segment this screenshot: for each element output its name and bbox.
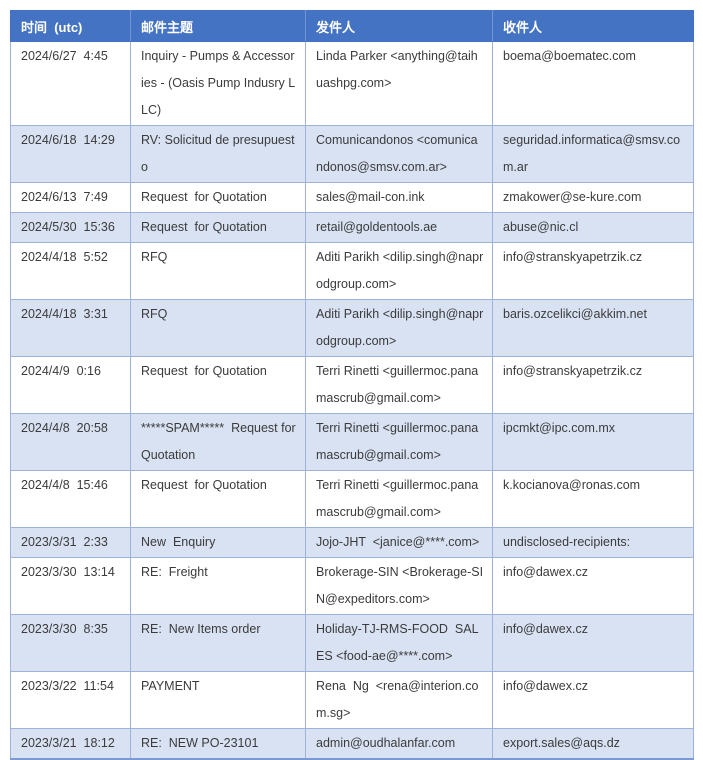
cell-time: 2024/6/18 14:29 [10, 125, 131, 183]
table-row: 2023/3/21 18:12 RE: NEW PO-23101 admin@o… [10, 728, 694, 760]
cell-subject: Request for Quotation [130, 470, 306, 528]
column-header-recipient: 收件人 [492, 10, 694, 42]
cell-subject: RE: Freight [130, 557, 306, 615]
cell-time: 2023/3/31 2:33 [10, 527, 131, 558]
cell-recipient: info@dawex.cz [492, 671, 694, 729]
cell-subject: RFQ [130, 242, 306, 300]
cell-time: 2023/3/22 11:54 [10, 671, 131, 729]
cell-time: 2024/5/30 15:36 [10, 212, 131, 243]
cell-recipient: info@dawex.cz [492, 557, 694, 615]
table-row: 2024/6/27 4:45 Inquiry - Pumps & Accesso… [10, 41, 694, 126]
cell-time: 2024/6/13 7:49 [10, 182, 131, 213]
cell-sender: Terri Rinetti <guillermoc.panamascrub@gm… [305, 470, 493, 528]
cell-recipient: info@stranskyapetrzik.cz [492, 242, 694, 300]
cell-sender: Aditi Parikh <dilip.singh@naprodgroup.co… [305, 299, 493, 357]
cell-sender: retail@goldentools.ae [305, 212, 493, 243]
cell-recipient: boema@boematec.com [492, 41, 694, 126]
cell-subject: PAYMENT [130, 671, 306, 729]
table-row: 2023/3/30 13:14 RE: Freight Brokerage-SI… [10, 557, 694, 615]
cell-time: 2023/3/30 8:35 [10, 614, 131, 672]
cell-recipient: ipcmkt@ipc.com.mx [492, 413, 694, 471]
column-header-sender: 发件人 [305, 10, 493, 42]
cell-recipient: abuse@nic.cl [492, 212, 694, 243]
table-row: 2024/4/18 3:31 RFQ Aditi Parikh <dilip.s… [10, 299, 694, 357]
table-row: 2024/5/30 15:36 Request for Quotation re… [10, 212, 694, 243]
cell-recipient: export.sales@aqs.dz [492, 728, 694, 760]
email-table: 时间 (utc) 邮件主题 发件人 收件人 2024/6/27 4:45 Inq… [10, 10, 694, 760]
table-row: 2023/3/31 2:33 New Enquiry Jojo-JHT <jan… [10, 527, 694, 558]
cell-time: 2023/3/21 18:12 [10, 728, 131, 760]
cell-time: 2024/4/18 3:31 [10, 299, 131, 357]
table-row: 2024/6/18 14:29 RV: Solicitud de presupu… [10, 125, 694, 183]
cell-time: 2023/3/30 13:14 [10, 557, 131, 615]
cell-recipient: info@dawex.cz [492, 614, 694, 672]
cell-recipient: undisclosed-recipients: [492, 527, 694, 558]
email-log-container: 时间 (utc) 邮件主题 发件人 收件人 2024/6/27 4:45 Inq… [10, 10, 694, 760]
column-header-time: 时间 (utc) [10, 10, 131, 42]
column-header-subject: 邮件主题 [130, 10, 306, 42]
table-row: 2024/4/18 5:52 RFQ Aditi Parikh <dilip.s… [10, 242, 694, 300]
cell-subject: *****SPAM***** Request for Quotation [130, 413, 306, 471]
cell-subject: Request for Quotation [130, 182, 306, 213]
cell-recipient: baris.ozcelikci@akkim.net [492, 299, 694, 357]
header-row: 时间 (utc) 邮件主题 发件人 收件人 [10, 10, 694, 42]
cell-sender: Holiday-TJ-RMS-FOOD SALES <food-ae@****.… [305, 614, 493, 672]
table-row: 2024/6/13 7:49 Request for Quotation sal… [10, 182, 694, 213]
cell-subject: Request for Quotation [130, 356, 306, 414]
cell-sender: Jojo-JHT <janice@****.com> [305, 527, 493, 558]
cell-subject: RFQ [130, 299, 306, 357]
email-table-header: 时间 (utc) 邮件主题 发件人 收件人 [10, 10, 694, 42]
cell-sender: sales@mail-con.ink [305, 182, 493, 213]
cell-sender: Terri Rinetti <guillermoc.panamascrub@gm… [305, 413, 493, 471]
cell-sender: admin@oudhalanfar.com [305, 728, 493, 760]
table-row: 2023/3/22 11:54 PAYMENT Rena Ng <rena@in… [10, 671, 694, 729]
cell-subject: New Enquiry [130, 527, 306, 558]
cell-sender: Aditi Parikh <dilip.singh@naprodgroup.co… [305, 242, 493, 300]
table-row: 2024/4/9 0:16 Request for Quotation Terr… [10, 356, 694, 414]
table-row: 2023/3/30 8:35 RE: New Items order Holid… [10, 614, 694, 672]
cell-sender: Terri Rinetti <guillermoc.panamascrub@gm… [305, 356, 493, 414]
table-row: 2024/4/8 15:46 Request for Quotation Ter… [10, 470, 694, 528]
cell-time: 2024/4/18 5:52 [10, 242, 131, 300]
cell-subject: RV: Solicitud de presupuesto [130, 125, 306, 183]
cell-subject: Request for Quotation [130, 212, 306, 243]
cell-subject: RE: NEW PO-23101 [130, 728, 306, 760]
email-table-body: 2024/6/27 4:45 Inquiry - Pumps & Accesso… [10, 41, 694, 760]
cell-recipient: info@stranskyapetrzik.cz [492, 356, 694, 414]
cell-time: 2024/4/9 0:16 [10, 356, 131, 414]
cell-time: 2024/4/8 15:46 [10, 470, 131, 528]
cell-recipient: k.kocianova@ronas.com [492, 470, 694, 528]
cell-subject: RE: New Items order [130, 614, 306, 672]
cell-time: 2024/6/27 4:45 [10, 41, 131, 126]
cell-sender: Comunicandonos <comunicandonos@smsv.com.… [305, 125, 493, 183]
cell-sender: Brokerage-SIN <Brokerage-SIN@expeditors.… [305, 557, 493, 615]
table-row: 2024/4/8 20:58 *****SPAM***** Request fo… [10, 413, 694, 471]
cell-recipient: zmakower@se-kure.com [492, 182, 694, 213]
cell-sender: Linda Parker <anything@taihuashpg.com> [305, 41, 493, 126]
cell-sender: Rena Ng <rena@interion.com.sg> [305, 671, 493, 729]
cell-recipient: seguridad.informatica@smsv.com.ar [492, 125, 694, 183]
cell-subject: Inquiry - Pumps & Accessories - (Oasis P… [130, 41, 306, 126]
cell-time: 2024/4/8 20:58 [10, 413, 131, 471]
